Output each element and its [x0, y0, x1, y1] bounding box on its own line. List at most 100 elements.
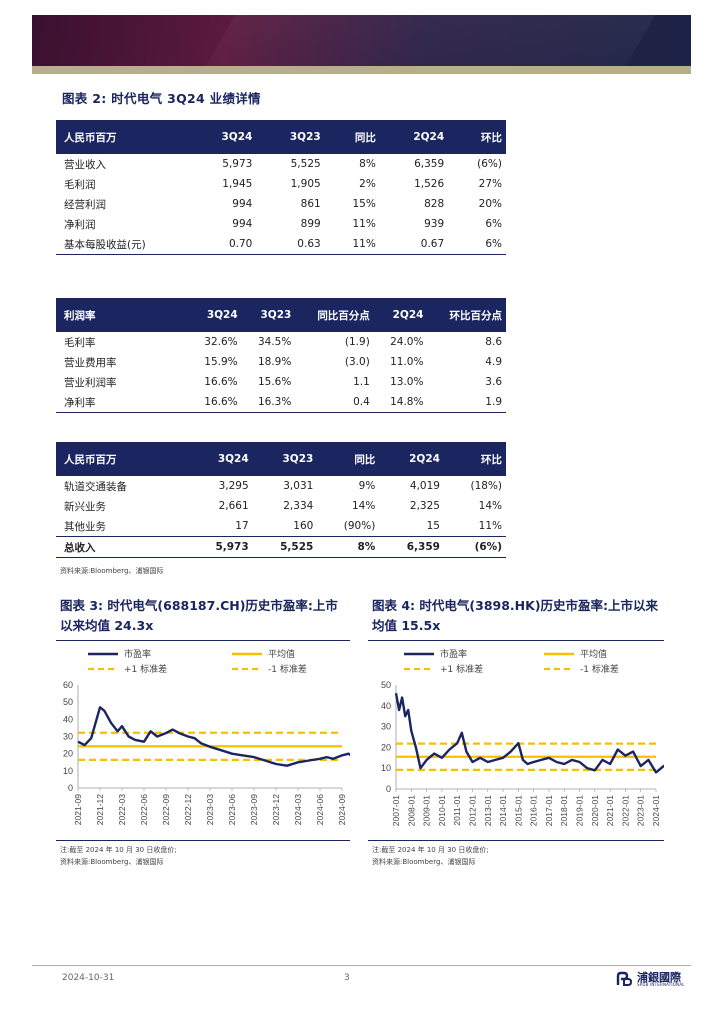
table-row: 毛利润 1,945 1,905 2% 1,526 27%	[56, 174, 506, 194]
table-cell: (6%)	[477, 158, 502, 170]
table-cell: 1.9	[427, 392, 506, 413]
table-cell: 828	[424, 198, 445, 210]
table-cell: 994	[232, 198, 253, 210]
x-tick-label: 2024-01	[651, 795, 661, 826]
x-tick-label: 2022-03	[117, 794, 127, 825]
table-header-cell: 3Q23	[241, 298, 296, 332]
y-tick-label: 50	[63, 697, 73, 707]
header-strip	[32, 66, 691, 74]
table-cell: 994	[232, 218, 253, 230]
table-cell: 939	[424, 218, 445, 230]
x-tick-label: 2022-01	[620, 795, 630, 826]
table-cell: (1.9)	[344, 336, 370, 348]
x-tick-label: 2007-01	[391, 795, 401, 826]
table-cell: 34.5%	[257, 336, 292, 348]
figure4-note: 注:截至 2024 年 10 月 30 日收盘价;	[372, 846, 489, 854]
table-cell: 16.6%	[188, 392, 242, 413]
table-cell: 3.6	[485, 376, 502, 388]
spdb-logo: 浦銀國際 SPDB INTERNATIONAL	[615, 967, 695, 991]
table-cell: 18.9%	[257, 356, 292, 368]
y-tick-label: 60	[63, 680, 73, 690]
table-row: 轨道交通装备 3,295 3,031 9% 4,019 (18%)	[56, 476, 506, 496]
table-cell: 8%	[317, 536, 380, 558]
table-cell: 1,526	[414, 178, 445, 190]
figure3-top-rule	[56, 640, 350, 641]
table-cell: 0.67	[379, 234, 449, 255]
spdb-logo-icon	[616, 971, 633, 986]
table-cell: 9%	[358, 480, 376, 492]
figure4-source: 资料来源:Bloomberg、浦银国际	[372, 858, 476, 866]
y-tick-label: 50	[381, 680, 391, 690]
table-cell: 8%	[359, 158, 376, 170]
x-tick-label: 2015-01	[513, 795, 523, 826]
table-cell: 净利润	[64, 218, 96, 231]
x-tick-label: 2014-01	[498, 795, 508, 826]
table-cell: 13.0%	[390, 376, 424, 388]
table-cell: 5,973	[188, 536, 253, 558]
x-tick-label: 2023-09	[249, 794, 259, 825]
x-tick-label: 2019-01	[575, 795, 585, 826]
table-header-cell: 3Q23	[252, 442, 318, 476]
pe-series-line	[77, 706, 350, 767]
table-cell: 总收入	[56, 536, 188, 558]
table-cell: 6,359	[379, 536, 444, 558]
table-cell: 1,905	[290, 178, 321, 190]
table-header-cell: 环比	[448, 120, 506, 154]
legend-label: 市盈率	[124, 648, 151, 660]
table-cell: 899	[300, 218, 321, 230]
table-header-cell: 环比	[443, 442, 506, 476]
table-row: 净利润 994 899 11% 939 6%	[56, 214, 506, 234]
results-table: 人民币百万 3Q24 3Q23 同比 2Q24 环比 营业收入 5,973 5,525 8% 6,3…	[56, 120, 506, 255]
table-header-cell: 人民币百万	[56, 120, 188, 154]
table-cell: 20%	[478, 198, 502, 210]
table-cell: 轨道交通装备	[64, 480, 127, 493]
table-cell: 营业收入	[64, 158, 106, 171]
x-tick-label: 2011-01	[452, 795, 462, 826]
table-row: 净利率 16.6% 16.3% 0.4 14.8% 1.9	[56, 392, 506, 413]
figure4-title-text: 时代电气(3898.HK)历史市盈率:上市以来均值 15.5x	[372, 598, 659, 633]
table-header-cell: 同比	[317, 442, 380, 476]
logo-text-en: SPDB INTERNATIONAL	[637, 982, 685, 987]
legend-label: 平均值	[580, 648, 607, 660]
y-tick-label: 40	[63, 714, 73, 724]
legend-label: 平均值	[268, 648, 295, 660]
y-tick-label: 40	[381, 701, 391, 711]
table-cell: 6%	[485, 218, 502, 230]
footer-date: 2024-10-31	[62, 973, 115, 983]
table-header-cell: 2Q24	[379, 120, 449, 154]
table-cell: 2%	[359, 178, 376, 190]
legend-label: +1 标准差	[124, 663, 167, 675]
table-cell: 2,334	[283, 500, 314, 512]
table-cell: 27%	[478, 178, 502, 190]
figure3-bottom-rule	[56, 840, 350, 841]
footer-rule	[32, 965, 691, 966]
table-row: 其他业务 17 160 (90%) 15 11%	[56, 516, 506, 537]
x-tick-label: 2010-01	[437, 795, 447, 826]
x-tick-label: 2017-01	[544, 795, 554, 826]
table-row: 营业费用率 15.9% 18.9% (3.0) 11.0% 4.9	[56, 352, 506, 372]
table-cell: (90%)	[343, 520, 376, 532]
table-header-cell: 同比	[324, 120, 380, 154]
y-tick-label: 20	[63, 749, 73, 759]
x-tick-label: 2009-01	[422, 795, 432, 826]
x-tick-label: 2024-03	[293, 794, 303, 825]
table-cell: 经营利润	[64, 198, 106, 211]
table-cell: 32.6%	[204, 336, 238, 348]
table-cell: 0.63	[256, 234, 325, 255]
table-cell: 2,325	[409, 500, 440, 512]
table-cell: 8.6	[485, 336, 502, 348]
x-tick-label: 2023-03	[205, 794, 215, 825]
table-cell: 160	[293, 520, 314, 532]
table-cell: 5,525	[290, 158, 321, 170]
legend-label: -1 标准差	[268, 663, 307, 675]
table-cell: 基本每股收益(元)	[56, 234, 188, 255]
figure4-label: 图表 4:	[372, 598, 416, 613]
y-tick-label: 20	[381, 742, 391, 752]
figure3-label: 图表 3:	[60, 598, 104, 613]
figure3-title: 图表 3: 时代电气(688187.CH)历史市盈率:上市以来均值 24.3x	[60, 596, 350, 636]
table-cell: 毛利润	[64, 178, 96, 191]
table-cell: 4.9	[485, 356, 502, 368]
x-tick-label: 2021-01	[605, 795, 615, 826]
pe-series-line	[394, 693, 664, 774]
x-tick-label: 2023-01	[636, 795, 646, 826]
